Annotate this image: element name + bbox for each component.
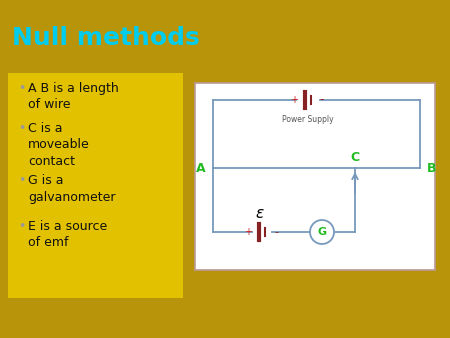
Text: -: - [320,94,324,106]
Bar [8,73,183,298]
Text: •: • [18,174,25,187]
Text: A B is a length
of wire: A B is a length of wire [28,82,119,112]
Text: C is a
moveable
contact: C is a moveable contact [28,122,90,168]
Text: G: G [317,227,327,237]
Text: ε: ε [256,207,264,221]
Text: +: + [290,95,298,105]
Text: Null methods: Null methods [12,26,200,50]
Text: A: A [196,162,206,174]
Circle shape [310,220,334,244]
Text: E is a source
of emf: E is a source of emf [28,220,107,249]
Bar [195,83,435,270]
Text: •: • [18,122,25,135]
Text: C: C [351,151,360,164]
Text: •: • [18,220,25,233]
Text: +: + [244,227,252,237]
Text: -: - [274,227,278,237]
Text: •: • [18,82,25,95]
Text: Power Supply: Power Supply [282,115,334,124]
Text: B: B [427,162,436,174]
Text: G is a
galvanometer: G is a galvanometer [28,174,116,203]
